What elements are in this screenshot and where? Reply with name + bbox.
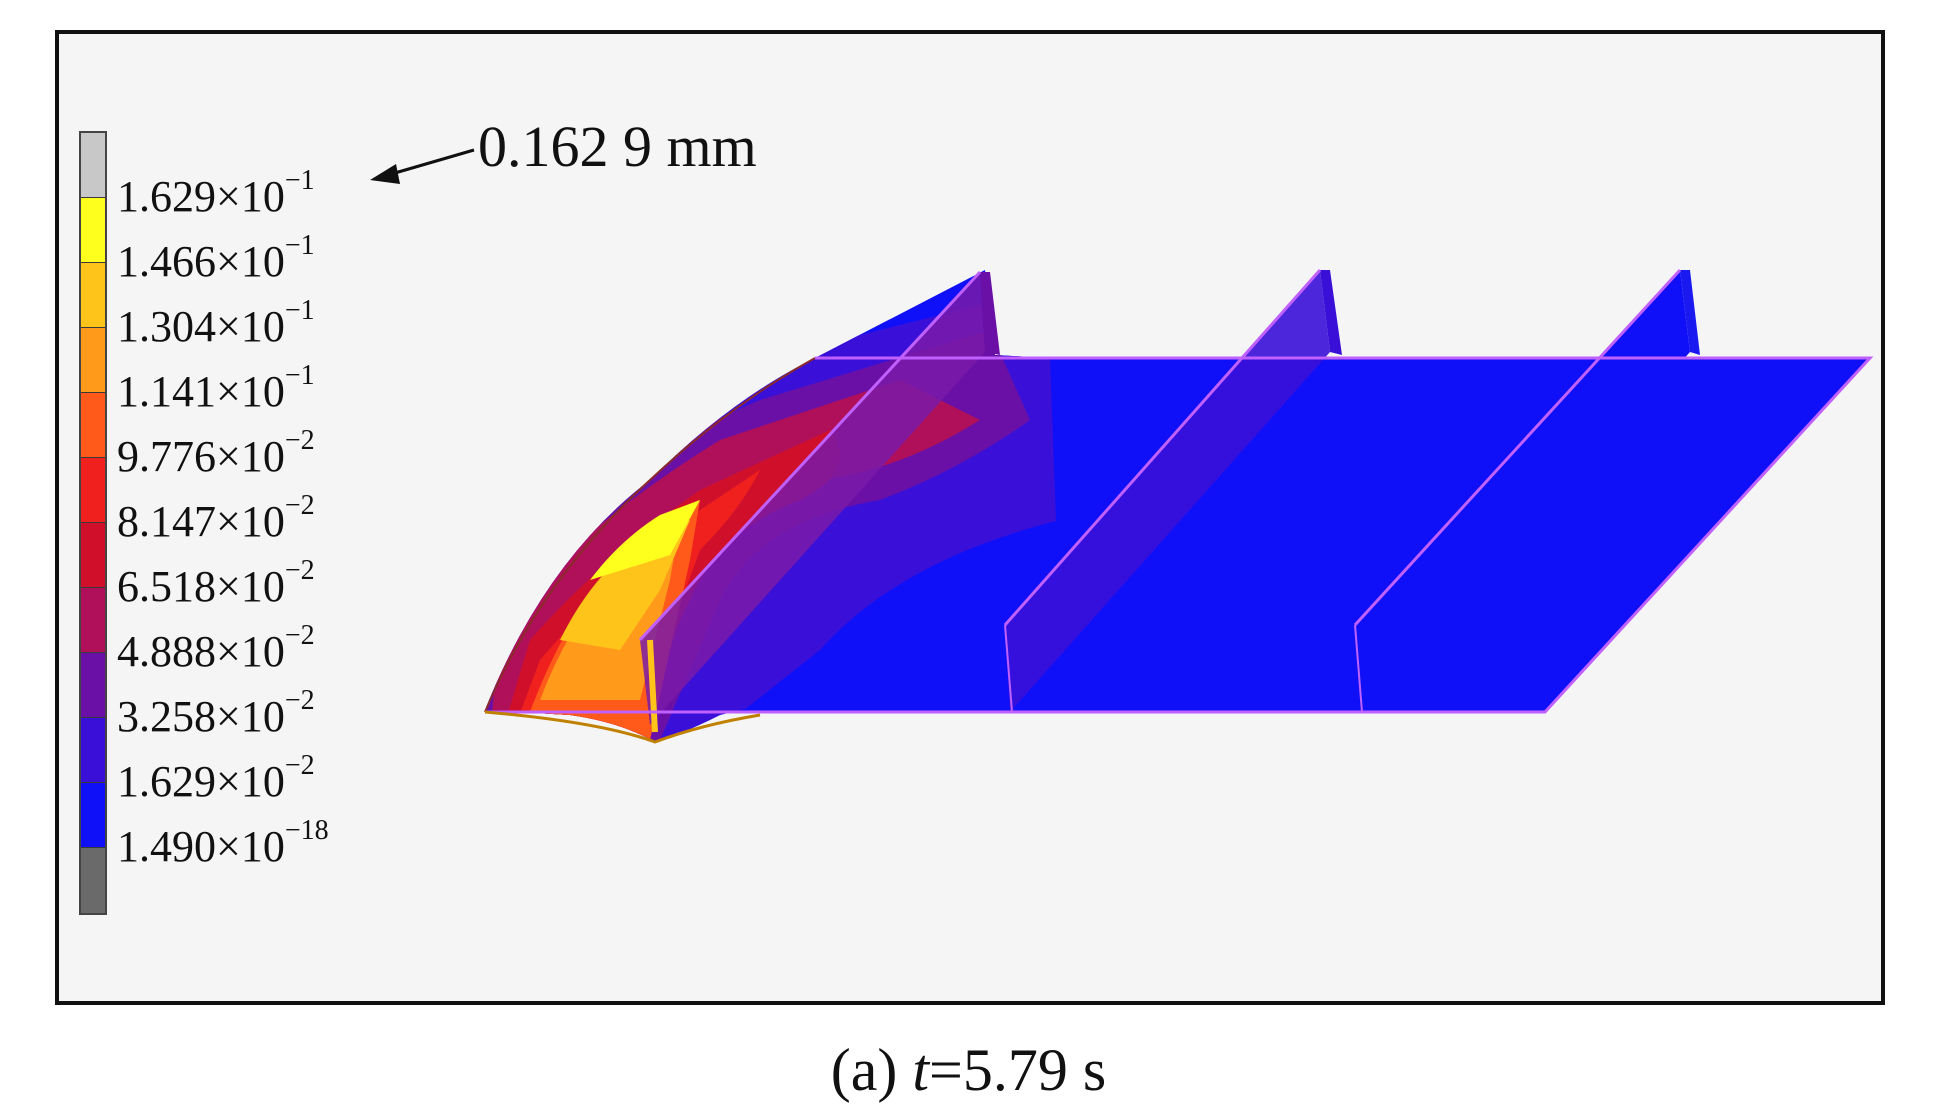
caption-prefix: (a) [830, 1037, 913, 1103]
legend-swatch [81, 133, 105, 198]
legend-value-label: 1.629×10−2 [117, 750, 315, 806]
legend-swatch [81, 458, 105, 523]
legend-swatch [81, 263, 105, 328]
legend-value-label: 9.776×10−2 [117, 425, 315, 481]
legend-value-label: 4.888×10−2 [117, 620, 315, 676]
legend-swatch [81, 848, 105, 913]
rib-1 [640, 272, 985, 725]
legend-swatch [81, 653, 105, 718]
legend-swatch [81, 393, 105, 458]
legend-swatch [81, 328, 105, 393]
legend-swatch [81, 523, 105, 588]
max-displacement-annotation: 0.162 9 mm [478, 114, 757, 179]
rib-1-fin [980, 272, 1000, 355]
legend-swatch [81, 783, 105, 848]
legend-swatch [81, 588, 105, 653]
rib-2-fin [1320, 270, 1342, 355]
legend-swatch [81, 198, 105, 263]
rib-3 [1355, 270, 1690, 712]
legend-swatch [81, 718, 105, 783]
legend-value-label: 3.258×10−2 [117, 685, 315, 741]
figure-caption: (a) t=5.79 s [0, 1040, 1937, 1100]
legend-value-label: 1.304×10−1 [117, 295, 315, 351]
caption-suffix: =5.79 s [929, 1037, 1107, 1103]
legend-value-label: 1.490×10−18 [117, 815, 329, 871]
legend-value-label: 8.147×10−2 [117, 490, 315, 546]
rib-2 [1005, 270, 1330, 712]
legend-value-label: 6.518×10−2 [117, 555, 315, 611]
legend-value-label: 1.629×10−1 [117, 165, 315, 221]
legend-color-bar [79, 131, 107, 915]
caption-variable: t [912, 1037, 930, 1103]
legend-value-label: 1.141×10−1 [117, 360, 315, 416]
legend-value-label: 1.466×10−1 [117, 230, 315, 286]
annotation-arrow [387, 148, 475, 177]
rib-3-fin [1680, 270, 1700, 355]
